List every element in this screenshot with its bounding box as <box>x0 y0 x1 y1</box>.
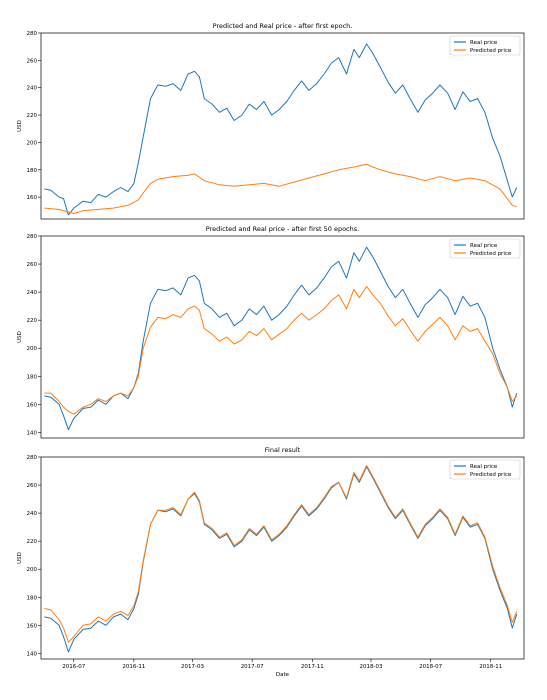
y-tick-label: 260 <box>27 262 38 268</box>
y-tick-label: 180 <box>27 168 38 174</box>
y-tick-label: 180 <box>27 595 38 601</box>
legend: Real price Predicted price <box>449 35 521 56</box>
x-tick-label: 2018-07 <box>419 664 442 670</box>
y-axis-label: USD <box>17 552 23 564</box>
legend: Real price Predicted price <box>449 459 521 480</box>
y-tick-label: 220 <box>27 318 38 324</box>
legend-label: Real price <box>470 243 498 249</box>
plot-frame <box>40 235 525 439</box>
plot-frame <box>40 32 525 220</box>
y-tick-label: 260 <box>27 483 38 489</box>
chart-title: Final result <box>265 446 301 454</box>
y-tick-label: 200 <box>27 567 38 573</box>
legend-label: Real price <box>470 40 498 46</box>
y-tick-label: 240 <box>27 290 38 296</box>
legend-box <box>449 459 521 480</box>
y-tick-label: 200 <box>27 140 38 146</box>
y-tick-label: 160 <box>27 195 38 201</box>
y-tick-label: 220 <box>27 539 38 545</box>
x-tick-label: 2016-07 <box>62 664 85 670</box>
chart-title: Predicted and Real price - after first 5… <box>206 225 359 233</box>
y-tick-label: 200 <box>27 346 38 352</box>
series-line-predicted-price <box>44 163 517 214</box>
plot-frame <box>40 456 525 660</box>
series-line-real-price <box>44 246 518 431</box>
x-tick-label: 2017-11 <box>301 664 324 670</box>
y-tick-label: 280 <box>27 455 38 461</box>
y-tick-label: 240 <box>27 511 38 517</box>
x-axis-label: Date <box>276 672 290 678</box>
y-tick-label: 260 <box>27 58 38 64</box>
x-tick-label: 2018-11 <box>479 664 502 670</box>
y-tick-label: 140 <box>27 651 38 657</box>
y-tick-label: 180 <box>27 374 38 380</box>
y-tick-label: 160 <box>27 402 38 408</box>
chart-panel-2: Predicted and Real price - after first 5… <box>17 225 525 439</box>
chart-panel-3: Final result USD 140 160 180 200 220 240 260 280 2… <box>17 446 525 678</box>
y-axis-label: USD <box>17 331 23 343</box>
y-tick-label: 220 <box>27 113 38 119</box>
x-tick-label: 2017-07 <box>241 664 264 670</box>
x-tick-label: 2016-11 <box>122 664 145 670</box>
series-line-predicted-price <box>44 464 518 643</box>
legend-label: Real price <box>470 464 498 470</box>
legend-label: Predicted price <box>470 472 512 478</box>
x-tick-label: 2018-03 <box>359 664 382 670</box>
series-line-real-price <box>44 43 518 216</box>
y-tick-label: 280 <box>27 31 38 37</box>
series-line-predicted-price <box>44 286 518 415</box>
y-tick-label: 280 <box>27 234 38 240</box>
y-tick-label: 240 <box>27 86 38 92</box>
legend-label: Predicted price <box>470 48 512 54</box>
legend-box <box>449 35 521 56</box>
y-tick-label: 160 <box>27 623 38 629</box>
legend: Real price Predicted price <box>449 238 521 259</box>
chart-title: Predicted and Real price - after first e… <box>213 22 353 30</box>
y-axis-label: USD <box>17 120 23 132</box>
legend-box <box>449 238 521 259</box>
chart-panel-1: Predicted and Real price - after first e… <box>17 22 525 220</box>
legend-label: Predicted price <box>470 251 512 257</box>
series-line-real-price <box>44 466 518 653</box>
y-tick-label: 140 <box>27 430 38 436</box>
x-tick-label: 2017-03 <box>181 664 204 670</box>
